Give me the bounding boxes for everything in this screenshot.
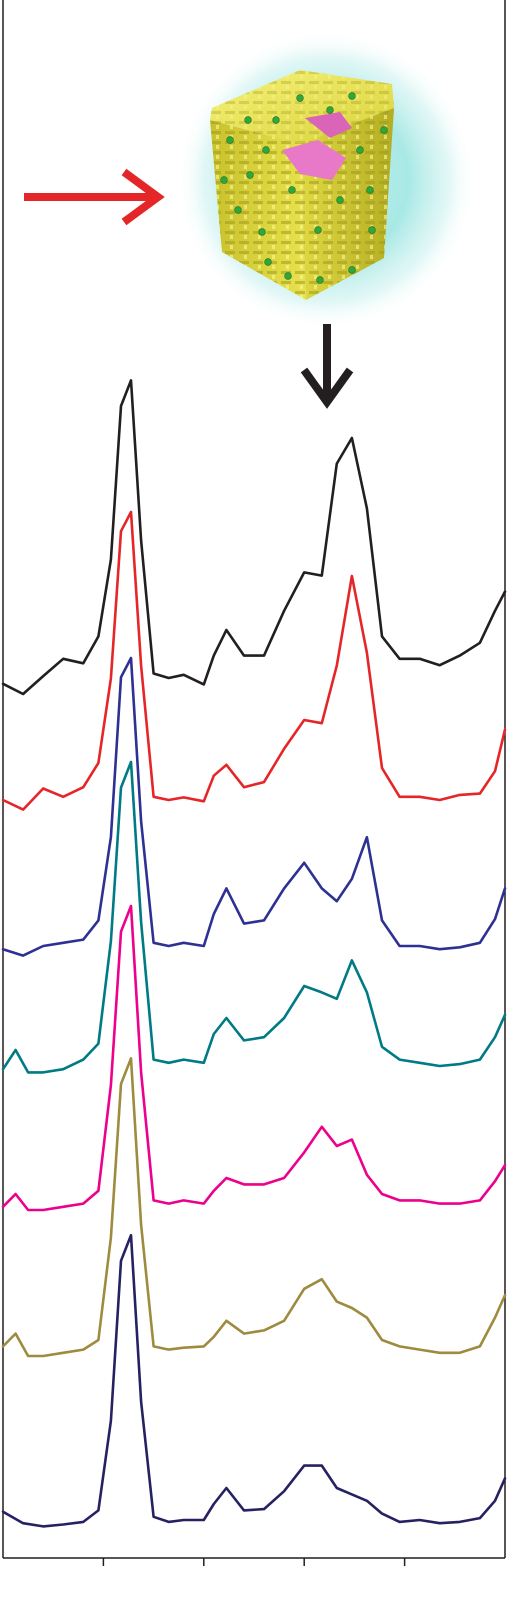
red-arrow-icon — [24, 168, 165, 226]
bead-7 — [314, 226, 322, 234]
bead-0 — [226, 136, 234, 144]
bead-9 — [356, 146, 364, 154]
nanocube-beads — [220, 92, 388, 284]
nanocube-illustration — [176, 30, 476, 330]
bead-20 — [348, 92, 356, 100]
bead-11 — [348, 266, 356, 274]
series-line-4 — [1, 760, 507, 1074]
bead-14 — [244, 116, 252, 124]
x-axis-ticks — [102, 1558, 406, 1566]
bead-18 — [220, 176, 228, 184]
bead-3 — [258, 228, 266, 236]
bead-15 — [284, 272, 292, 280]
bead-6 — [264, 258, 272, 266]
series-line-1 — [1, 379, 507, 696]
bead-13 — [326, 106, 334, 114]
bead-16 — [316, 276, 324, 284]
bead-5 — [288, 186, 296, 194]
series-layer — [1, 379, 507, 1528]
bead-8 — [336, 196, 344, 204]
bead-19 — [296, 94, 304, 102]
down-arrow-icon — [300, 324, 354, 409]
bead-12 — [380, 126, 388, 134]
bead-21 — [262, 146, 270, 154]
series-line-7 — [1, 1233, 507, 1528]
series-line-3 — [1, 656, 507, 957]
bead-17 — [366, 186, 374, 194]
bead-1 — [246, 171, 254, 179]
series-line-5 — [1, 904, 507, 1212]
series-line-2 — [1, 510, 507, 811]
bead-10 — [368, 226, 376, 234]
bead-2 — [234, 206, 242, 214]
bead-4 — [272, 116, 280, 124]
series-line-6 — [1, 1057, 507, 1358]
